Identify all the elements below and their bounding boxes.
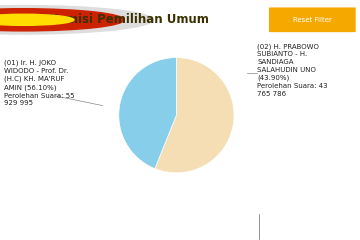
Text: (01) Ir. H. JOKO
WIDODO - Prof. Dr.
(H.C) KH. MA'RUF
AMIN (56.10%)
Perolehan Sua: (01) Ir. H. JOKO WIDODO - Prof. Dr. (H.C… [4,60,74,106]
Circle shape [0,9,124,31]
Text: Versi: 04 May 2019 05:15:05 Progress: 528.847 dari 813.350 TPS (65.02084%): Versi: 04 May 2019 05:15:05 Progress: 52… [64,197,296,202]
FancyBboxPatch shape [268,7,356,33]
Text: Reset Filter: Reset Filter [293,17,332,23]
Text: (02) H.
PRABOWO: (02) H. PRABOWO [287,215,332,234]
Circle shape [0,6,153,34]
Circle shape [0,14,74,25]
Text: Komisi Pemilihan Umum: Komisi Pemilihan Umum [49,13,208,26]
Text: 05:15:05 Progress: 528.847 dari 813.350 TPS (65.02084%): 05:15:05 Progress: 528.847 dari 813.350 … [4,222,178,227]
Wedge shape [119,58,176,169]
Wedge shape [155,58,234,173]
Text: (02) H. PRABOWO
SUBIANTO - H.
SANDIAGA
SALAHUDIN UNO
(43.90%)
Perolehan Suara: 4: (02) H. PRABOWO SUBIANTO - H. SANDIAGA S… [257,43,328,97]
